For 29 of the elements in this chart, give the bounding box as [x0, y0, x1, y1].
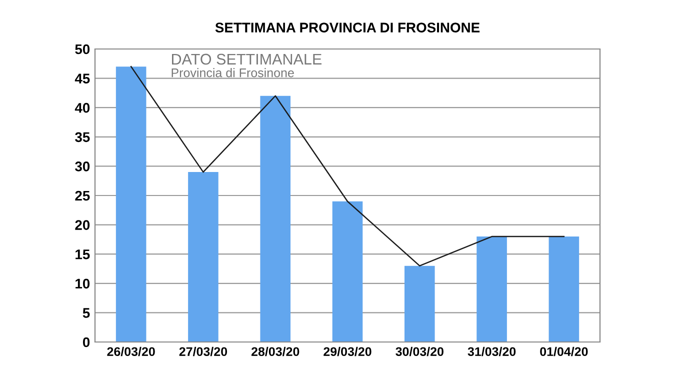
y-tick-label: 15 [76, 250, 90, 260]
annotation: Provincia di Frosinone [172, 68, 294, 78]
annotation: DATO SETTIMANALE [172, 54, 322, 65]
y-tick-label: 10 [76, 278, 90, 289]
bar [548, 236, 580, 342]
chart-title: SETTIMANA PROVINCIA DI FROSINONE [215, 22, 480, 32]
y-tick-label: 0 [82, 337, 90, 348]
y-tick-label: 30 [75, 162, 90, 172]
x-tick-label: 29/03/20 [324, 346, 372, 356]
bar [332, 201, 363, 342]
y-tick-label: 25 [75, 190, 90, 201]
bar [116, 66, 146, 342]
x-tick-label: 01/04/20 [540, 346, 588, 356]
y-tick-label: 35 [75, 132, 90, 142]
y-tick-label: 45 [74, 74, 90, 84]
bar [476, 236, 507, 342]
line-series [130, 66, 565, 266]
x-tick-label: 30/03/20 [396, 346, 444, 356]
y-tick-label: 40 [74, 102, 90, 113]
bar [260, 96, 291, 342]
x-tick-label: 27/03/20 [179, 346, 228, 356]
y-tick-label: 20 [75, 220, 90, 230]
x-tick-label: 26/03/20 [107, 346, 155, 356]
x-tick-label: 31/03/20 [468, 346, 516, 356]
y-tick-label: 5 [82, 308, 90, 318]
x-tick-label: 28/03/20 [251, 346, 300, 356]
y-tick-label: 50 [75, 44, 90, 54]
bar [404, 266, 435, 342]
bar [188, 172, 218, 342]
